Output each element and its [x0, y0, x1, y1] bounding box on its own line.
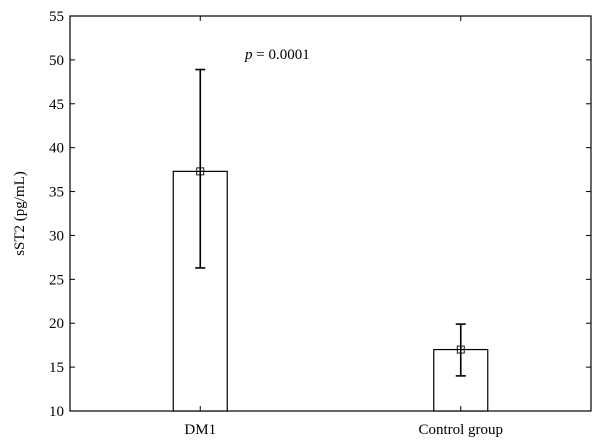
p-value-annotation: p = 0.0001	[244, 47, 310, 63]
y-axis-label: sST2 (pg/mL)	[12, 171, 28, 256]
bar	[433, 348, 489, 412]
y-tick-label: 45	[49, 97, 64, 113]
p-value-text: = 0.0001	[253, 47, 310, 63]
y-tick-label: 25	[49, 272, 64, 288]
y-tick-label: 20	[49, 316, 64, 332]
x-tick-label: Control group	[418, 422, 503, 438]
p-symbol: p	[244, 47, 253, 63]
y-tick-label: 40	[49, 141, 64, 157]
chart-marks: 10 15 20 25 30 35 40 45 50 55 DM1 Control group	[49, 9, 592, 438]
y-tick-label: 55	[49, 9, 64, 25]
plot-frame	[69, 15, 592, 412]
x-tick-label: DM1	[184, 422, 216, 438]
y-tick-label: 50	[49, 53, 64, 69]
y-tick-label: 10	[49, 404, 64, 420]
y-tick-label: 35	[49, 185, 64, 201]
y-tick-label: 30	[49, 228, 64, 244]
y-tick-label: 15	[49, 360, 64, 376]
